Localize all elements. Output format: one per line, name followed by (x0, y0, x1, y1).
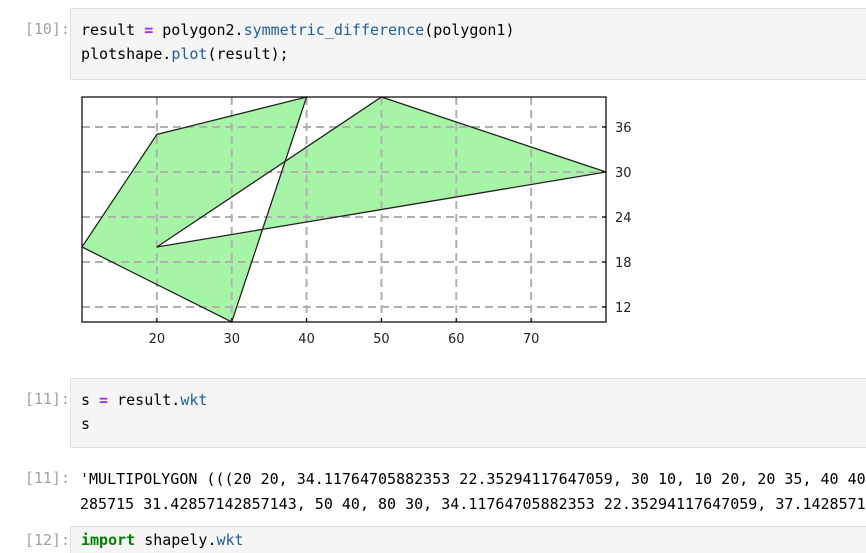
code-token: result (81, 21, 136, 39)
y-tick-label: 36 (615, 121, 632, 136)
code-token: (polygon1) (424, 21, 515, 39)
plot-frame (81, 96, 607, 323)
code-token: polygon2. (162, 21, 244, 39)
x-tick-label: 50 (373, 332, 390, 347)
method-name: symmetric_difference (243, 21, 425, 39)
code-line: import shapely.wkt (81, 531, 244, 549)
x-tick-label: 70 (523, 332, 540, 347)
x-tick-label: 20 (149, 332, 166, 347)
keyword: import (81, 531, 136, 549)
y-tick-label: 24 (615, 211, 632, 226)
cell-12-code-editor[interactable]: import shapely.wkt (70, 526, 866, 553)
plot-output: 20 30 40 50 60 70 12 18 24 30 36 (81, 96, 632, 347)
code-token: (result); (207, 45, 289, 63)
x-tick-label: 40 (298, 332, 315, 347)
code-token: result. (117, 391, 181, 409)
code-line: s (81, 415, 91, 433)
code-token: shapely. (135, 531, 217, 549)
polygon-fill (82, 97, 307, 322)
y-tick-label: 18 (615, 256, 632, 271)
method-name: wkt (180, 391, 208, 409)
output-11-prompt: [11]: (24, 469, 70, 487)
cell-10-code-editor[interactable]: result = polygon2.symmetric_difference(p… (70, 8, 866, 80)
cell-11-prompt: [11]: (24, 390, 70, 408)
polygon-fill (262, 97, 606, 230)
output-11-text: 'MULTIPOLYGON (((20 20, 34.1176470588235… (80, 467, 866, 517)
output-line: 'MULTIPOLYGON (((20 20, 34.1176470588235… (80, 470, 866, 488)
polygon-edge (81, 96, 308, 323)
x-tick-label: 30 (223, 332, 240, 347)
y-tick-label: 12 (615, 301, 632, 316)
output-line: 285715 31.42857142857143, 50 40, 80 30, … (80, 495, 866, 513)
operator: = (90, 391, 118, 409)
method-name: wkt (216, 531, 244, 549)
method-name: plot (171, 45, 208, 63)
code-line: plotshape.plot(result); (81, 45, 289, 63)
cell-10-prompt: [10]: (24, 20, 70, 38)
x-tick-label: 60 (448, 332, 465, 347)
code-line: result = polygon2.symmetric_difference(p… (81, 21, 515, 39)
code-token: plotshape. (81, 45, 172, 63)
y-tick-label: 30 (615, 166, 632, 181)
code-line: s = result.wkt (81, 391, 207, 409)
cell-12-prompt: [12]: (24, 531, 70, 549)
code-token: s (81, 391, 91, 409)
cell-11-code-editor[interactable]: s = result.wkt s (70, 378, 866, 448)
operator: = (135, 21, 163, 39)
